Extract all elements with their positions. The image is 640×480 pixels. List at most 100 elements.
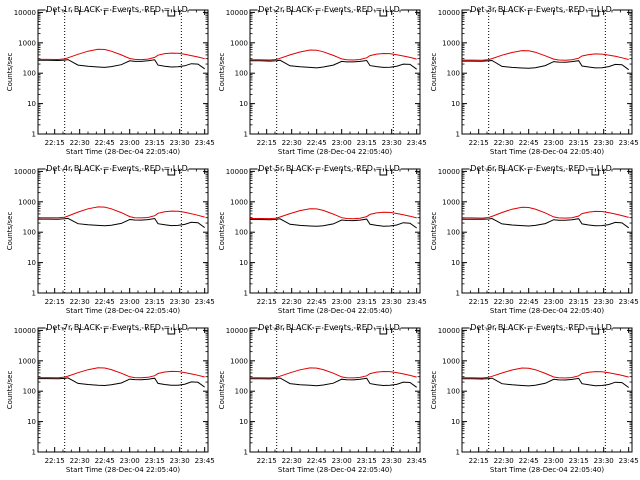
- top-marker: [379, 169, 388, 176]
- x-tick-label: 22:30: [282, 298, 302, 306]
- x-tick-label: 23:00: [332, 298, 352, 306]
- x-axis-label: Start Time (28-Dec-04 22:05:40): [66, 466, 180, 474]
- x-tick-label: 23:30: [170, 457, 190, 465]
- y-tick-label: 10: [451, 100, 460, 108]
- x-tick-label: 23:00: [544, 457, 564, 465]
- panel-title: Det 8r BLACK = Events, RED = LLD: [258, 323, 400, 332]
- x-tick-label: 22:15: [45, 139, 65, 147]
- x-axis-label: Start Time (28-Dec-04 22:05:40): [66, 307, 180, 315]
- y-tick-label: 1: [456, 131, 460, 139]
- x-axis-label: Start Time (28-Dec-04 22:05:40): [490, 307, 604, 315]
- x-tick-label: 23:45: [619, 139, 639, 147]
- y-tick-label: 100: [235, 388, 248, 396]
- x-tick-label: 23:15: [357, 139, 377, 147]
- x-tick-label: 22:30: [282, 457, 302, 465]
- y-tick-label: 100: [23, 70, 36, 78]
- x-axis-label: Start Time (28-Dec-04 22:05:40): [490, 466, 604, 474]
- x-tick-label: 23:00: [120, 139, 140, 147]
- y-tick-label: 100: [447, 388, 460, 396]
- x-tick-label: 22:15: [45, 298, 65, 306]
- y-tick-label: 10: [239, 100, 248, 108]
- x-tick-label: 23:30: [382, 457, 402, 465]
- x-tick-label: 23:00: [120, 457, 140, 465]
- series-lld-line: [38, 206, 205, 219]
- series-lld-line: [38, 367, 205, 379]
- y-axis-label: Counts/sec: [430, 212, 438, 251]
- top-marker: [591, 328, 600, 335]
- panel-title: Det 7r BLACK = Events, RED = LLD: [46, 323, 188, 332]
- y-tick-label: 10000: [14, 168, 36, 176]
- panel-title: Det 1r BLACK = Events, RED = LLD: [46, 5, 188, 14]
- y-axis-label: Counts/sec: [218, 53, 226, 92]
- y-tick-label: 1: [244, 131, 248, 139]
- y-tick-label: 10000: [226, 168, 248, 176]
- x-tick-label: 22:45: [519, 298, 539, 306]
- x-tick-label: 23:30: [594, 457, 614, 465]
- x-tick-label: 22:15: [257, 298, 277, 306]
- x-tick-label: 22:15: [469, 457, 489, 465]
- x-tick-label: 22:30: [494, 298, 514, 306]
- series-events-line: [250, 218, 417, 229]
- series-events-line: [462, 377, 629, 388]
- panel-det-8r: Det 8r BLACK = Events, RED = LLD 1 10 100 10…: [218, 322, 427, 475]
- plot-frame: [249, 9, 421, 135]
- y-tick-label: 1: [32, 449, 36, 457]
- x-tick-label: 22:45: [95, 457, 115, 465]
- y-tick-label: 1000: [230, 39, 248, 47]
- x-tick-label: 22:45: [95, 298, 115, 306]
- series-events-line: [250, 377, 417, 388]
- x-axis-label: Start Time (28-Dec-04 22:05:40): [278, 466, 392, 474]
- series-events-line: [38, 217, 205, 229]
- x-tick-label: 23:15: [569, 298, 589, 306]
- x-tick-label: 23:00: [332, 139, 352, 147]
- x-axis-label: Start Time (28-Dec-04 22:05:40): [490, 148, 604, 156]
- x-tick-label: 22:30: [70, 298, 90, 306]
- y-axis-label: Counts/sec: [430, 53, 438, 92]
- x-tick-label: 22:15: [257, 139, 277, 147]
- x-tick-label: 23:45: [407, 298, 427, 306]
- plot-frame: [461, 9, 633, 135]
- panel-det-2r: Det 2r BLACK = Events, RED = LLD 1 10 100 10…: [218, 4, 427, 157]
- panel-title: Det 2r BLACK = Events, RED = LLD: [258, 5, 400, 14]
- x-tick-label: 22:45: [307, 457, 327, 465]
- y-tick-label: 100: [447, 70, 460, 78]
- x-tick-label: 23:00: [544, 139, 564, 147]
- plot-frame: [249, 168, 421, 294]
- y-tick-label: 1: [244, 449, 248, 457]
- x-tick-label: 23:30: [594, 298, 614, 306]
- y-tick-label: 1000: [18, 39, 36, 47]
- series-lld-line: [462, 206, 629, 219]
- x-tick-label: 22:30: [494, 457, 514, 465]
- x-tick-label: 22:30: [70, 457, 90, 465]
- x-tick-label: 23:15: [145, 139, 165, 147]
- x-tick-label: 22:45: [519, 457, 539, 465]
- series-events-line: [38, 377, 205, 388]
- y-tick-label: 10000: [14, 327, 36, 335]
- x-tick-label: 23:45: [195, 298, 215, 306]
- x-tick-label: 23:45: [619, 298, 639, 306]
- y-tick-label: 1000: [18, 198, 36, 206]
- top-marker: [167, 169, 176, 176]
- y-axis-label: Counts/sec: [6, 371, 14, 410]
- panel-det-3r: Det 3r BLACK = Events, RED = LLD 1 10 100 10…: [430, 4, 639, 157]
- x-tick-label: 23:30: [170, 298, 190, 306]
- x-tick-label: 23:45: [195, 457, 215, 465]
- panel-title: Det 3r BLACK = Events, RED = LLD: [470, 5, 612, 14]
- panel-title: Det 9r BLACK = Events, RED = LLD: [470, 323, 612, 332]
- panel-det-5r: Det 5r BLACK = Events, RED = LLD 1 10 100 10…: [218, 163, 427, 316]
- x-tick-label: 23:00: [332, 457, 352, 465]
- y-tick-label: 1: [456, 290, 460, 298]
- x-tick-label: 22:30: [494, 139, 514, 147]
- plot-frame: [249, 327, 421, 453]
- y-tick-label: 10000: [14, 9, 36, 17]
- x-tick-label: 23:30: [170, 139, 190, 147]
- panel-det-4r: Det 4r BLACK = Events, RED = LLD 1 10 100 10…: [6, 163, 215, 316]
- x-tick-label: 23:45: [407, 457, 427, 465]
- y-tick-label: 1: [244, 290, 248, 298]
- plot-frame: [37, 168, 209, 294]
- y-tick-label: 100: [23, 229, 36, 237]
- series-lld-line: [462, 50, 629, 61]
- y-tick-label: 1: [456, 449, 460, 457]
- x-tick-label: 23:30: [382, 139, 402, 147]
